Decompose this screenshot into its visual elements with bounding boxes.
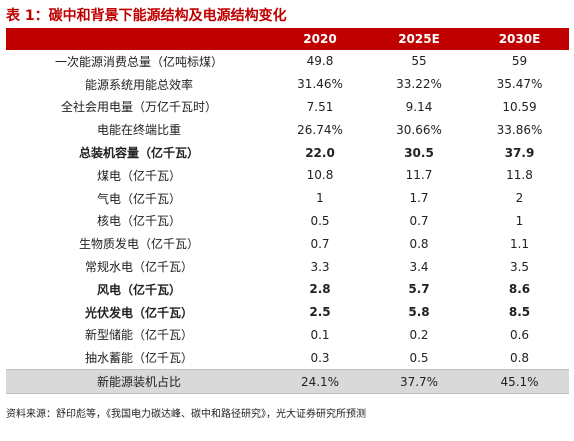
cell-2020: 31.46% <box>297 77 343 92</box>
cell-2020: 0.1 <box>310 327 330 342</box>
cell-2030e: 3.5 <box>509 259 530 274</box>
row-label: 生物质发电（亿千瓦） <box>78 237 199 252</box>
table-row: 气电（亿千瓦） 1 1.7 2 <box>6 187 569 210</box>
row-label: 电能在终端比重 <box>96 123 181 138</box>
row-label: 煤电（亿千瓦） <box>96 168 181 183</box>
cell-2025e: 0.2 <box>409 327 429 342</box>
cell-2025e: 33.22% <box>396 77 442 92</box>
cell-2020: 49.8 <box>306 54 334 69</box>
cell-2030e: 1.1 <box>509 236 530 251</box>
cell-2030e: 11.8 <box>506 168 533 183</box>
header-cell-2020: 2020 <box>272 28 368 50</box>
cell-2020: 0.3 <box>310 350 330 365</box>
cell-2025e: 0.7 <box>409 213 429 228</box>
cell-2025e: 3.4 <box>409 259 429 274</box>
table-row: 能源系统用能总效率 31.46% 33.22% 35.47% <box>6 73 569 96</box>
cell-2025e: 0.5 <box>409 350 429 365</box>
cell-2030e: 45.1% <box>470 369 569 394</box>
header-cell-2030e: 2030E <box>470 28 569 50</box>
table-row: 全社会用电量（万亿千瓦时） 7.51 9.14 10.59 <box>6 96 569 119</box>
cell-2025e: 11.7 <box>405 168 433 183</box>
cell-2030e: 0.8 <box>509 350 530 365</box>
table-row: 煤电（亿千瓦） 10.8 11.7 11.8 <box>6 164 569 187</box>
table-row: 常规水电（亿千瓦） 3.3 3.4 3.5 <box>6 255 569 278</box>
cell-2025e: 30.5 <box>404 145 434 160</box>
source-note: 资料来源：舒印彪等，《我国电力碳达峰、碳中和路径研究》，光大证券研究所预测 <box>6 409 366 420</box>
cell-2030e: 0.6 <box>509 327 530 342</box>
table-row: 一次能源消费总量（亿吨标煤） 49.8 55 59 <box>6 50 569 73</box>
table-row: 新型储能（亿千瓦） 0.1 0.2 0.6 <box>6 324 569 347</box>
cell-2025e: 37.7% <box>368 369 470 394</box>
cell-2030e: 35.47% <box>496 77 543 92</box>
cell-2025e: 55 <box>411 54 427 69</box>
cell-2020: 1 <box>316 191 324 206</box>
row-label: 气电（亿千瓦） <box>96 191 181 206</box>
cell-2020: 2.8 <box>309 282 331 297</box>
cell-2020: 0.7 <box>310 236 330 251</box>
cell-2030e: 37.9 <box>504 145 535 160</box>
cell-2020: 10.8 <box>306 168 334 183</box>
table-title: 表 1：碳中和背景下能源结构及电源结构变化 <box>6 8 287 24</box>
header-cell-2025e: 2025E <box>368 28 470 50</box>
table-row: 生物质发电（亿千瓦） 0.7 0.8 1.1 <box>6 232 569 255</box>
cell-2025e: 5.7 <box>408 282 430 297</box>
cell-2025e: 9.14 <box>405 99 433 114</box>
cell-2030e: 33.86% <box>496 122 543 137</box>
row-label: 核电（亿千瓦） <box>96 214 181 229</box>
row-label: 总装机容量（亿千瓦） <box>78 146 199 161</box>
cell-2025e: 5.8 <box>408 305 430 320</box>
cell-2020: 2.5 <box>309 305 331 320</box>
table-row: 总装机容量（亿千瓦） 22.0 30.5 37.9 <box>6 141 569 164</box>
cell-2020: 24.1% <box>272 369 368 394</box>
cell-2020: 3.3 <box>310 259 330 274</box>
row-label: 能源系统用能总效率 <box>84 77 193 92</box>
cell-2020: 7.51 <box>306 99 334 114</box>
cell-2020: 26.74% <box>297 122 343 137</box>
header-cell-label <box>6 28 272 50</box>
cell-2030e: 59 <box>511 54 528 69</box>
cell-2025e: 30.66% <box>396 122 442 137</box>
cell-2030e: 1 <box>515 213 524 228</box>
cell-2030e: 2 <box>515 191 524 206</box>
cell-2025e: 0.8 <box>409 236 429 251</box>
energy-structure-table: 2020 2025E 2030E 一次能源消费总量（亿吨标煤） 49.8 55 … <box>6 28 569 394</box>
table-row: 核电（亿千瓦） 0.5 0.7 1 <box>6 210 569 233</box>
table-row: 电能在终端比重 26.74% 30.66% 33.86% <box>6 118 569 141</box>
row-label: 风电（亿千瓦） <box>96 282 181 297</box>
table-row: 光伏发电（亿千瓦） 2.5 5.8 8.5 <box>6 301 569 324</box>
table-row-summary: 新能源装机占比 24.1% 37.7% 45.1% <box>6 369 569 394</box>
row-label: 光伏发电（亿千瓦） <box>84 305 193 320</box>
row-label: 新型储能（亿千瓦） <box>84 328 193 343</box>
row-label: 全社会用电量（万亿千瓦时） <box>60 100 217 115</box>
row-label: 新能源装机占比 <box>6 369 272 394</box>
table-row: 抽水蓄能（亿千瓦） 0.3 0.5 0.8 <box>6 346 569 369</box>
table-row: 风电（亿千瓦） 2.8 5.7 8.6 <box>6 278 569 301</box>
cell-2020: 0.5 <box>310 213 330 228</box>
row-label: 常规水电（亿千瓦） <box>84 260 193 275</box>
row-label: 抽水蓄能（亿千瓦） <box>84 351 193 366</box>
table-header-row: 2020 2025E 2030E <box>6 28 569 50</box>
cell-2025e: 1.7 <box>409 191 429 206</box>
cell-2030e: 8.6 <box>508 282 531 297</box>
row-label: 一次能源消费总量（亿吨标煤） <box>54 54 223 69</box>
cell-2030e: 8.5 <box>508 305 531 320</box>
cell-2030e: 10.59 <box>502 99 537 114</box>
cell-2020: 22.0 <box>305 145 335 160</box>
